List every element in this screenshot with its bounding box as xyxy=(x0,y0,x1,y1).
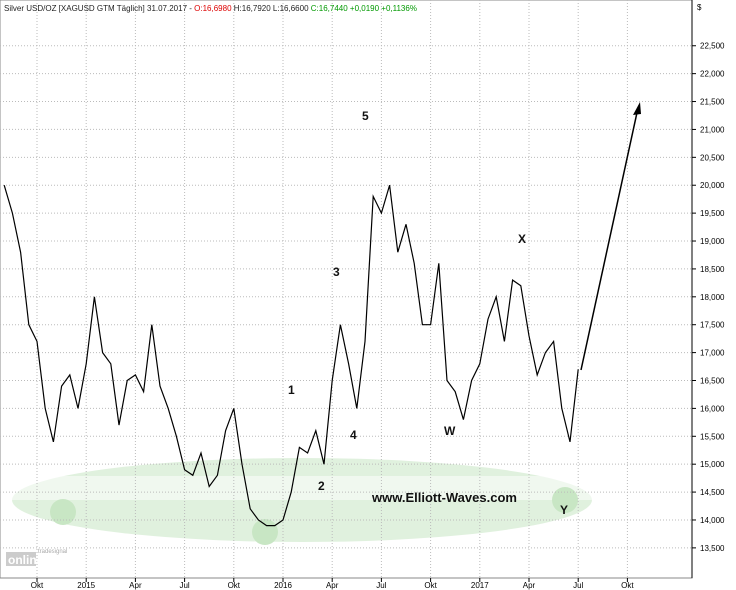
wave-label: 4 xyxy=(350,428,357,442)
x-tick-label: Jul xyxy=(179,581,189,590)
x-tick-label: Okt xyxy=(621,581,634,590)
y-tick-label: 13,500 xyxy=(700,544,725,553)
x-tick-label: Jul xyxy=(376,581,386,590)
x-tick-label: 2015 xyxy=(77,581,95,590)
x-tick-label: Okt xyxy=(228,581,241,590)
support-point xyxy=(252,519,278,545)
support-zone-top xyxy=(12,476,592,500)
x-tick-label: Okt xyxy=(424,581,437,590)
wave-label: Y xyxy=(560,503,568,517)
y-tick-label: 14,000 xyxy=(700,516,725,525)
y-tick-label: 18,000 xyxy=(700,293,725,302)
header-high: H:16,7920 xyxy=(234,4,271,13)
y-tick-label: 17,500 xyxy=(700,321,725,330)
y-tick-label: 14,500 xyxy=(700,488,725,497)
price-line xyxy=(3,185,579,527)
forecast-arrow xyxy=(580,107,639,371)
logo: online xyxy=(8,553,44,567)
header-change: +0,0190 xyxy=(350,4,380,13)
arrow-head xyxy=(633,102,641,115)
wave-label: 1 xyxy=(288,383,295,397)
y-unit: $ xyxy=(697,3,702,12)
header-close: C:16,7440 xyxy=(311,4,348,13)
wave-label: 5 xyxy=(362,109,369,123)
y-tick-label: 16,500 xyxy=(700,376,725,385)
x-tick-label: Apr xyxy=(326,581,339,590)
y-tick-label: 21,000 xyxy=(700,125,725,134)
y-tick-label: 15,000 xyxy=(700,460,725,469)
y-tick-label: 20,500 xyxy=(700,153,725,162)
header-low: L:16,6600 xyxy=(273,4,309,13)
header-change-pct: +0,1136% xyxy=(381,4,417,13)
header-instrument: Silver USD/OZ [XAGUSD GTM Täglich] 31.07… xyxy=(4,4,192,13)
y-tick-label: 19,500 xyxy=(700,209,725,218)
support-point xyxy=(50,499,76,525)
watermark: www.Elliott-Waves.com xyxy=(371,490,517,505)
logo-top: tradesignal xyxy=(38,549,67,555)
wave-label: X xyxy=(518,232,526,246)
x-tick-label: Okt xyxy=(31,581,44,590)
support-point xyxy=(552,487,578,513)
y-tick-label: 22,500 xyxy=(700,42,725,51)
x-tick-label: 2017 xyxy=(471,581,489,590)
header: Silver USD/OZ [XAGUSD GTM Täglich] 31.07… xyxy=(4,4,417,13)
y-tick-label: 21,500 xyxy=(700,98,725,107)
x-tick-label: Jul xyxy=(573,581,583,590)
y-tick-label: 22,000 xyxy=(700,70,725,79)
wave-label: 3 xyxy=(333,265,340,279)
wave-label: 2 xyxy=(318,479,325,493)
y-tick-label: 19,000 xyxy=(700,237,725,246)
y-tick-label: 18,500 xyxy=(700,265,725,274)
x-tick-label: Apr xyxy=(523,581,536,590)
logo-box xyxy=(6,552,36,566)
y-tick-label: 16,000 xyxy=(700,404,725,413)
y-tick-label: 20,000 xyxy=(700,181,725,190)
header-open: O:16,6980 xyxy=(194,4,232,13)
y-tick-label: 17,000 xyxy=(700,349,725,358)
x-tick-label: Apr xyxy=(129,581,142,590)
y-tick-label: 15,500 xyxy=(700,432,725,441)
wave-label: W xyxy=(444,424,456,438)
x-tick-label: 2016 xyxy=(274,581,292,590)
